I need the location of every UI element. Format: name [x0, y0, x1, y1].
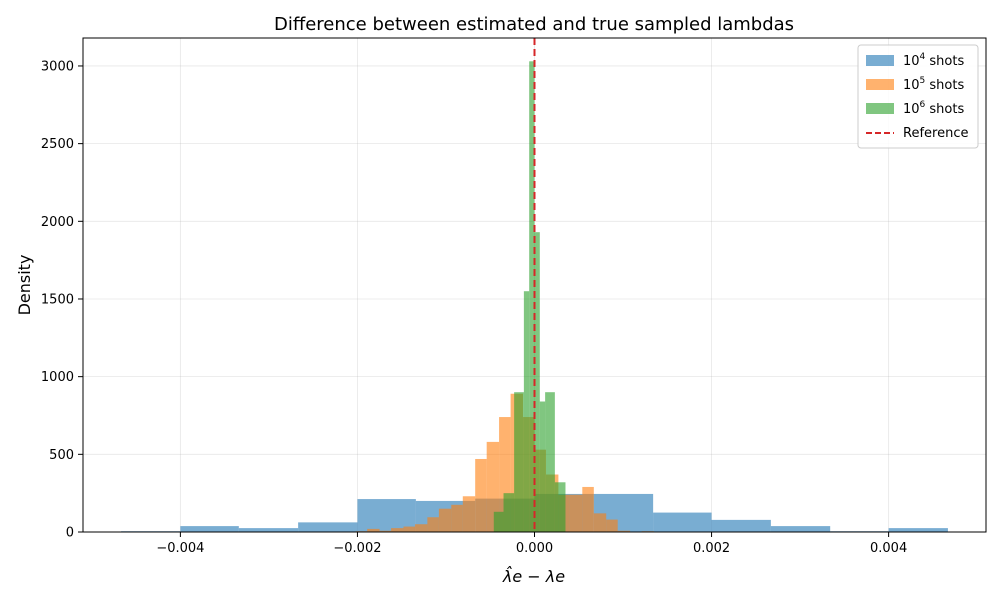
histogram-bar	[539, 401, 546, 532]
legend-reference-label: Reference	[903, 126, 968, 141]
histogram-bar	[180, 526, 239, 532]
histogram-bar	[617, 530, 631, 532]
histogram-bar	[238, 528, 299, 532]
histogram-bar	[514, 392, 524, 532]
histogram-bar	[403, 526, 415, 532]
histogram-bar	[770, 526, 831, 532]
histogram-bar	[653, 512, 712, 532]
histogram-bar	[298, 522, 358, 532]
legend-swatch	[866, 103, 894, 114]
y-tick-label: 0	[66, 526, 74, 541]
histogram-bar	[499, 417, 511, 532]
x-tick-label: 0.002	[693, 541, 730, 556]
histogram-bar	[391, 528, 404, 532]
histogram-bar	[523, 291, 530, 532]
y-axis-ticks: 0 500 1000 1500 2000 2500 3000	[41, 59, 83, 541]
histogram-bar	[529, 61, 535, 533]
x-tick-label: 0.000	[516, 541, 553, 556]
histogram-bar	[427, 517, 439, 532]
x-axis-ticks: −0.004 −0.002 0.000 0.002 0.004	[156, 532, 907, 556]
histogram-bar	[451, 504, 463, 532]
y-axis-title: Density	[15, 255, 34, 316]
legend-label: 105 shots	[903, 76, 964, 93]
histogram-bar	[367, 528, 380, 532]
legend-swatch	[866, 79, 894, 90]
y-tick-label: 1000	[41, 370, 74, 385]
histogram-bar	[569, 494, 583, 532]
histogram-bar	[711, 519, 771, 532]
histogram-bar	[534, 232, 540, 533]
histogram-bar	[593, 513, 607, 532]
x-axis-title: λ̂e − λe	[502, 566, 565, 586]
x-tick-label: 0.004	[870, 541, 907, 556]
x-tick-label: −0.002	[333, 541, 381, 556]
histogram-bar	[582, 486, 594, 532]
histogram-bar	[503, 493, 515, 532]
histogram-bar	[493, 511, 504, 532]
chart-title: Difference between estimated and true sa…	[274, 14, 794, 35]
legend-label: 106 shots	[903, 100, 964, 117]
histogram-bar	[545, 392, 555, 532]
histogram-bar	[438, 508, 452, 532]
legend-label: 104 shots	[903, 52, 964, 69]
legend: 104 shots 105 shots 106 shots Reference	[857, 44, 979, 149]
y-tick-label: 2000	[41, 215, 74, 230]
y-tick-label: 2500	[41, 137, 74, 152]
histogram-bar	[462, 496, 476, 532]
legend-swatch	[866, 55, 894, 66]
y-tick-label: 500	[49, 448, 74, 463]
histogram-bar	[888, 528, 948, 532]
histogram-bar	[414, 524, 428, 532]
histogram-bar	[475, 458, 487, 532]
histogram-bar	[554, 482, 566, 532]
histogram-bars	[121, 61, 948, 533]
histogram-bar	[606, 519, 618, 532]
legend-box	[857, 44, 979, 149]
histogram-bar	[379, 530, 392, 532]
histogram-bar	[357, 499, 416, 532]
y-tick-label: 3000	[41, 59, 74, 74]
histogram-bar	[486, 441, 500, 532]
y-tick-label: 1500	[41, 292, 74, 307]
x-tick-label: −0.004	[156, 541, 204, 556]
